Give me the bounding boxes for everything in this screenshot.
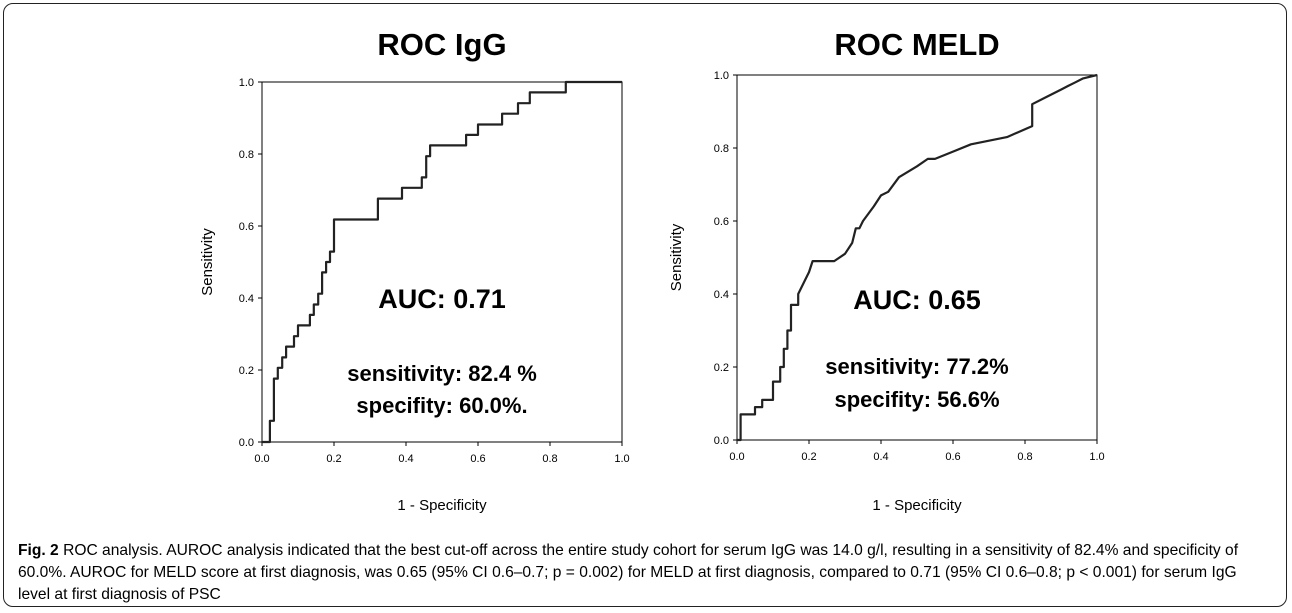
chart-title: ROC MELD	[834, 27, 999, 62]
y-tick-label: 0.0	[239, 437, 254, 449]
x-tick-label: 0.0	[729, 451, 744, 463]
x-tick-label: 0.4	[398, 453, 413, 465]
x-tick-label: 0.8	[1017, 451, 1032, 463]
y-tick-label: 0.2	[714, 362, 729, 374]
figure-frame	[3, 3, 1287, 607]
x-tick-label: 0.8	[542, 453, 557, 465]
chart-title: ROC IgG	[377, 27, 506, 62]
x-tick-label: 0.4	[873, 451, 888, 463]
x-tick-label: 0.0	[254, 453, 269, 465]
x-tick-label: 0.2	[326, 453, 341, 465]
y-tick-label: 0.6	[239, 221, 254, 233]
y-tick-label: 1.0	[714, 70, 729, 82]
y-tick-label: 0.4	[714, 289, 729, 301]
y-axis-label: Sensitivity	[199, 228, 216, 296]
x-tick-label: 0.2	[801, 451, 816, 463]
figure-canvas: ROC IgG 0.0 0.2 0.4 0.6 0.8 1.0 0.0 0.2 0.4 0.6 0.8…	[199, 27, 1105, 514]
roc-curve	[262, 80, 622, 444]
specificity-annotation: specifity: 56.6%	[834, 387, 999, 412]
y-tick-label: 0.8	[239, 149, 254, 161]
y-tick-label: 0.6	[714, 216, 729, 228]
y-tick-label: 0.8	[714, 143, 729, 155]
caption-text: ROC analysis. AUROC analysis indicated t…	[18, 542, 1239, 603]
specificity-annotation: specifity: 60.0%.	[356, 393, 527, 418]
x-tick-label: 1.0	[614, 453, 629, 465]
y-tick-label: 0.2	[239, 365, 254, 377]
sensitivity-annotation: sensitivity: 77.2%	[825, 354, 1008, 379]
x-tick-label: 0.6	[945, 451, 960, 463]
y-tick-label: 0.4	[239, 293, 254, 305]
auc-annotation: AUC: 0.71	[378, 284, 506, 314]
x-tick-label: 1.0	[1089, 451, 1104, 463]
roc-curve	[737, 73, 1098, 442]
plot-border	[736, 74, 1098, 441]
sensitivity-annotation: sensitivity: 82.4 %	[347, 361, 537, 386]
plot-border	[261, 81, 623, 443]
x-axis-label: 1 - Specificity	[872, 497, 962, 514]
x-axis-label: 1 - Specificity	[397, 497, 487, 514]
caption-label: Fig. 2	[18, 542, 59, 559]
figure-caption: Fig. 2 ROC analysis. AUROC analysis indi…	[18, 540, 1268, 606]
auc-annotation: AUC: 0.65	[853, 285, 981, 315]
y-tick-label: 0.0	[714, 435, 729, 447]
roc-meld-chart: ROC MELD 0.0 0.2 0.4 0.6 0.8 1.0 0.0 0.2 0.4 0.6 0.…	[668, 27, 1105, 514]
roc-igg-chart: ROC IgG 0.0 0.2 0.4 0.6 0.8 1.0 0.0 0.2 0.4 0.6 0.8…	[199, 27, 630, 514]
y-axis-label: Sensitivity	[668, 223, 685, 291]
x-tick-label: 0.6	[470, 453, 485, 465]
y-tick-label: 1.0	[239, 77, 254, 89]
